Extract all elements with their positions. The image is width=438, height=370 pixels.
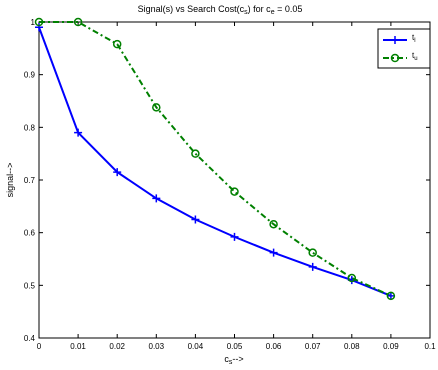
legend-tu-name: t [412,51,415,60]
data-point-tl [152,194,161,203]
data-point-tl [191,215,200,224]
y-tick-label: 0.4 [24,334,36,343]
x-label-sub: s [229,359,233,366]
y-tick-label: 1 [31,18,36,27]
series-layer [34,17,396,301]
x-axis-label: cs--> [224,354,243,366]
data-point-tl [35,23,43,32]
data-point-tl [308,262,317,271]
data-point-tu [112,39,122,49]
data-point-tl [74,128,83,137]
x-tick-label: 0.03 [149,342,165,351]
legend-tl-name: t [412,33,415,42]
y-axis: 0.4 0.5 0.6 0.7 0.8 0.9 1 [24,18,430,343]
data-point-tu [191,149,200,158]
x-label-arrow: --> [232,354,243,364]
chart-title: Signal(s) vs Search Cost(cs) for ce = 0.… [138,4,303,16]
data-point-tu [386,291,396,301]
data-point-tu [230,187,239,196]
data-point-tu [34,17,44,27]
x-tick-label: 0.09 [383,342,399,351]
title-part-3: = 0.05 [275,4,303,14]
legend-tu-sub: u [414,56,417,62]
data-point-tu [73,17,83,27]
y-axis-label: signal--> [5,163,15,198]
series-line-tl [38,26,392,297]
x-axis: 0 0.01 0.02 0.03 0.04 0.05 0.06 0.07 0.08 0.09 0.1 [37,22,436,351]
legend-tl-sub: l [414,38,415,44]
title-part-2: ) for c [248,4,272,14]
y-tick-label: 0.6 [24,229,36,238]
legend-label-tu: tu [412,51,418,62]
x-tick-label: 0.01 [70,342,86,351]
x-tick-label: 0 [37,342,42,351]
x-label-c: c [224,354,229,364]
x-tick-label: 0.07 [305,342,321,351]
data-point-tu [308,248,317,257]
title-part-1: Signal(s) vs Search Cost(c [138,4,245,14]
y-tick-label: 0.5 [24,281,36,290]
series-line-tu [39,21,392,297]
x-tick-label: 0.02 [109,342,125,351]
legend: tl tu [377,28,431,69]
x-tick-label: 0.06 [266,342,282,351]
y-tick-label: 0.9 [24,71,36,80]
x-tick-label: 0.1 [424,342,436,351]
data-point-tl [269,248,278,257]
data-point-tu [269,219,278,229]
data-point-tl [386,291,395,300]
x-tick-label: 0.08 [344,342,360,351]
legend-box [377,28,431,69]
y-tick-label: 0.8 [24,123,36,132]
legend-label-tl: tl [412,33,416,44]
x-tick-label: 0.04 [188,342,204,351]
data-point-tl [113,168,122,177]
plot-area [38,21,431,339]
x-tick-label: 0.05 [227,342,243,351]
data-point-tl [230,232,239,241]
title-sub-e: e [271,9,275,16]
legend-marker-tl [391,36,399,44]
data-point-tu [347,273,357,283]
title-sub-s: s [244,9,248,16]
y-tick-label: 0.7 [24,176,36,185]
data-point-tu [152,103,161,112]
legend-marker-tu [390,53,400,63]
